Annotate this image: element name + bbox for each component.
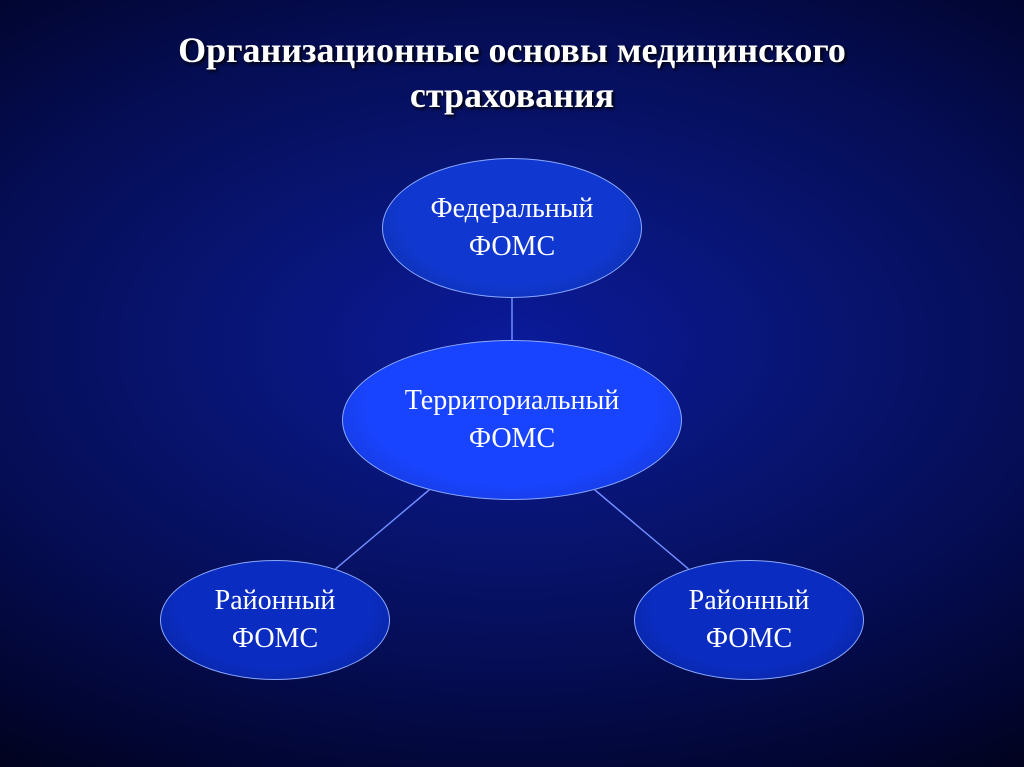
- node-federal-line1: Федеральный: [430, 190, 593, 228]
- edge-middle-bottomleft: [335, 490, 429, 569]
- node-territorial: Территориальный ФОМС: [342, 340, 682, 500]
- node-district-left: Районный ФОМС: [160, 560, 390, 680]
- node-territorial-line1: Территориальный: [405, 382, 620, 420]
- slide: Организационные основы медицинского стра…: [0, 0, 1024, 767]
- node-federal-line2: ФОМС: [469, 228, 555, 266]
- node-territorial-line2: ФОМС: [469, 420, 555, 458]
- title-line2: страхования: [410, 75, 614, 115]
- node-district-right-line2: ФОМС: [706, 620, 792, 658]
- node-district-right: Районный ФОМС: [634, 560, 864, 680]
- node-district-left-line2: ФОМС: [232, 620, 318, 658]
- node-federal: Федеральный ФОМС: [382, 158, 642, 298]
- node-district-right-line1: Районный: [689, 582, 810, 620]
- title-line1: Организационные основы медицинского: [178, 30, 846, 70]
- node-district-left-line1: Районный: [215, 582, 336, 620]
- slide-title: Организационные основы медицинского стра…: [0, 28, 1024, 118]
- edge-middle-bottomright: [595, 490, 689, 569]
